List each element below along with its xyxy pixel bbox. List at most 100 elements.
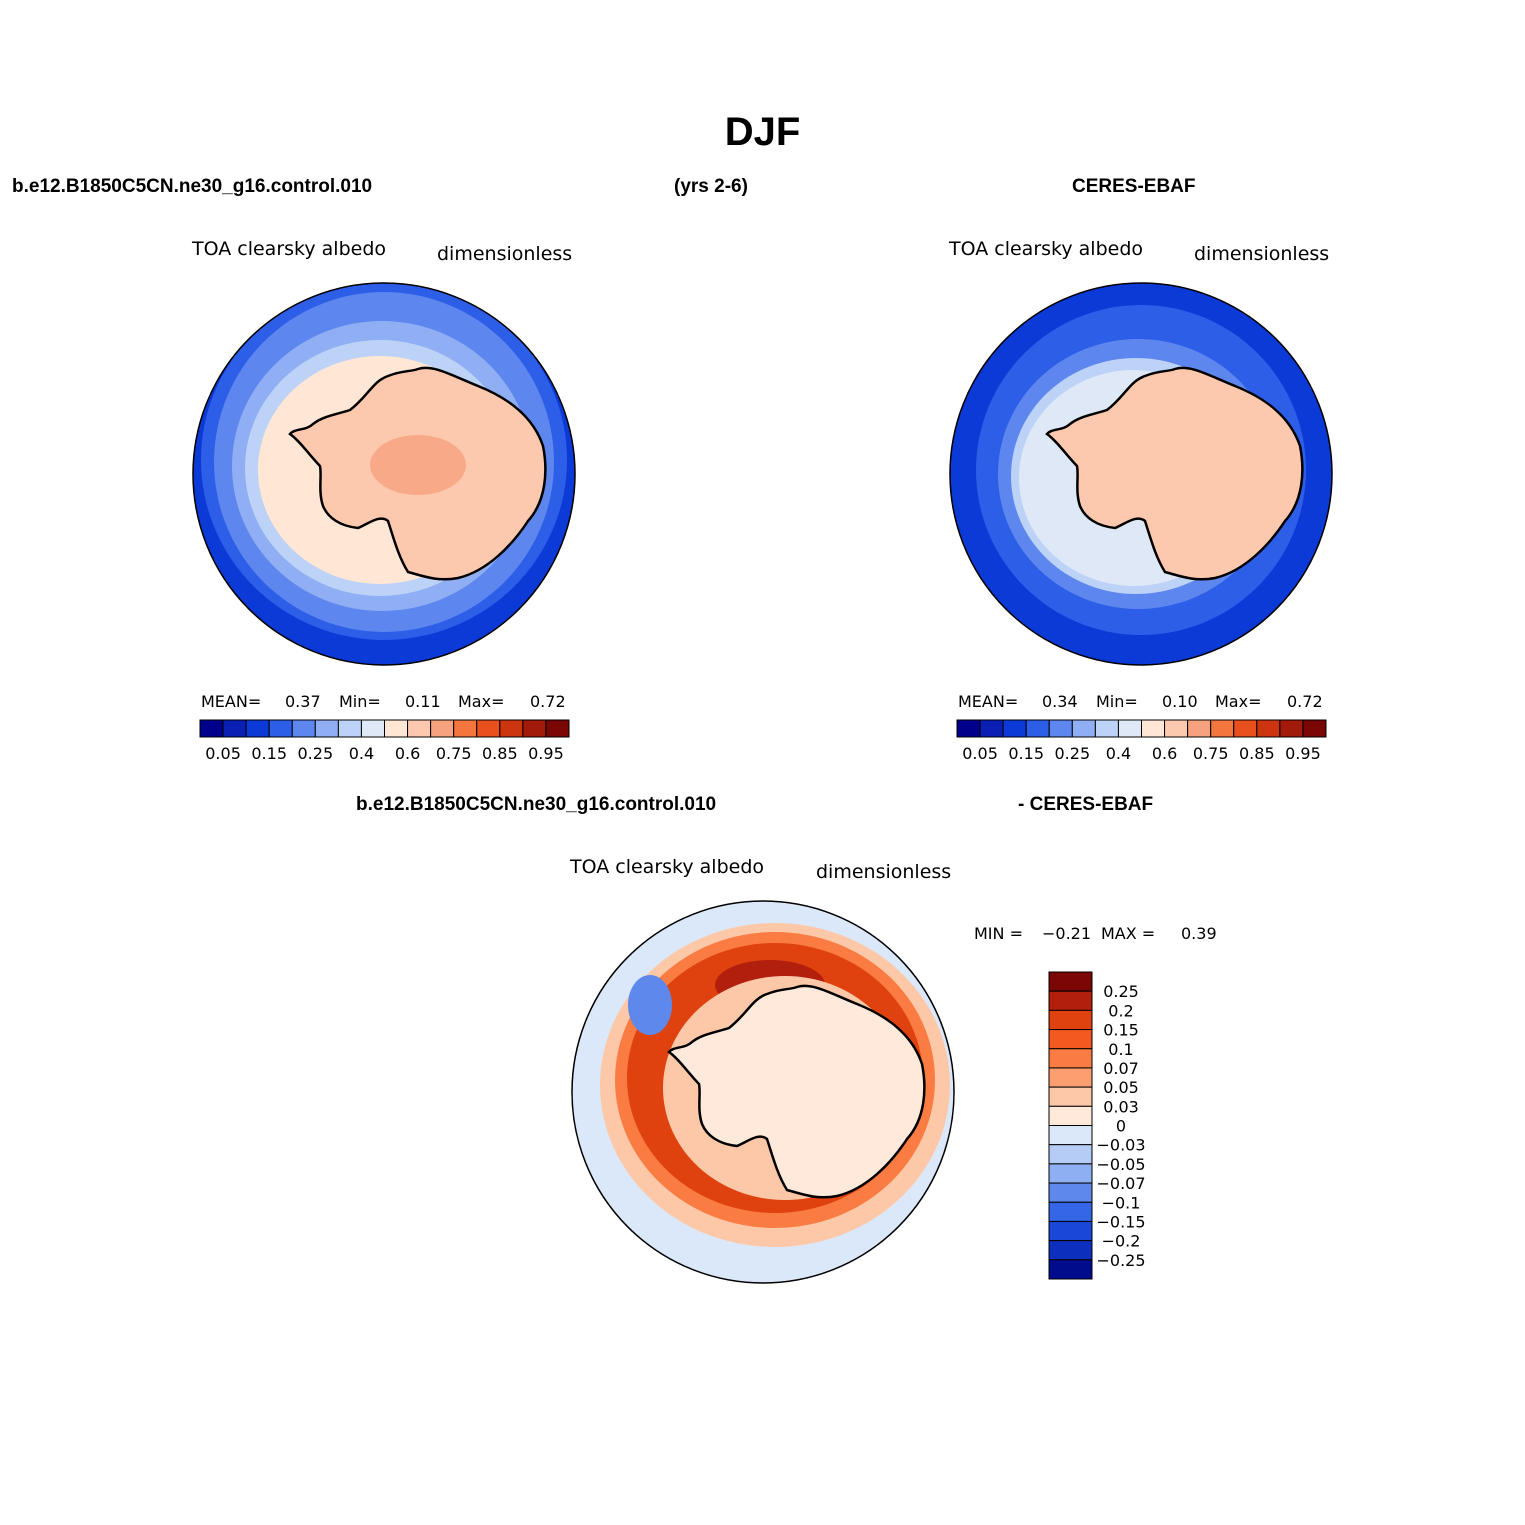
panel1-colorbar-swatch-8 [384,719,409,738]
panel2-colorbar-tick-label-7: 0.95 [1285,744,1321,763]
panel1-colorbar-swatch-4 [291,719,316,738]
panel1-colorbar-tick-label-4: 0.6 [395,744,420,763]
panel2-colorbar-swatch-15 [1302,719,1327,738]
panel2-colorbar: 0.05 0.15 0.25 0.4 0.6 0.75 0.85 0.95 [956,719,1327,763]
diff-max-label: MAX = [1101,924,1156,943]
panel2-colorbar-swatch-3 [1025,719,1050,738]
diff-min-label: MIN = [974,924,1023,943]
panel1-max-value: 0.72 [530,692,566,711]
diff-model-header: b.e12.B1850C5CN.ne30_g16.control.010 [356,794,717,815]
panel2-colorbar-swatch-12 [1233,719,1258,738]
panel3-units-label: dimensionless [816,861,952,883]
diff-colorbar-swatch-10 [1048,1163,1093,1184]
diff-colorbar-tick-label-0: 0.25 [1103,982,1139,1001]
panel1-colorbar-swatch-7 [360,719,385,738]
diff-colorbar-swatch-3 [1048,1029,1093,1050]
panel1-colorbar-tick-label-2: 0.25 [298,744,334,763]
panel2-mean-value: 0.34 [1042,692,1078,711]
panel2-colorbar-swatch-7 [1117,719,1142,738]
panel2-colorbar-tick-label-5: 0.75 [1193,744,1229,763]
panel2-colorbar-swatch-11 [1210,719,1235,738]
panel1-colorbar-tick-label-5: 0.75 [436,744,472,763]
panel2-colorbar-tick-label-4: 0.6 [1152,744,1177,763]
panel2-map [949,282,1333,666]
panel1-colorbar-swatch-11 [453,719,478,738]
panel2-colorbar-swatch-9 [1164,719,1189,738]
diff-colorbar-swatch-12 [1048,1201,1093,1222]
diff-max-value: 0.39 [1181,924,1217,943]
panel1-colorbar-swatch-0 [199,719,224,738]
panel1-colorbar-swatch-12 [476,719,501,738]
panel1-min-value: 0.11 [405,692,441,711]
panel2-colorbar-swatch-1 [979,719,1004,738]
panel1-units-label: dimensionless [437,243,573,265]
panel1-colorbar-swatch-2 [245,719,270,738]
panel2-colorbar-swatch-13 [1256,719,1281,738]
panel2-min-value: 0.10 [1162,692,1198,711]
diff-colorbar-swatch-6 [1048,1086,1093,1107]
panel2-mean-label: MEAN= [958,692,1019,711]
diff-colorbar-swatch-14 [1048,1240,1093,1261]
diff-colorbar-tick-label-4: 0.07 [1103,1059,1139,1078]
panel2-colorbar-swatch-5 [1071,719,1096,738]
panel2-colorbar-swatch-6 [1094,719,1119,738]
diff-min-value: −0.21 [1042,924,1092,943]
panel2-colorbar-tick-label-1: 0.15 [1008,744,1044,763]
diff-colorbar-swatch-7 [1048,1105,1093,1126]
panel2-colorbar-swatch-14 [1279,719,1304,738]
panel1-mean-label: MEAN= [201,692,262,711]
panel1-max-label: Max= [458,692,505,711]
panel1-colorbar-swatch-15 [545,719,570,738]
diff-colorbar-swatch-5 [1048,1067,1093,1088]
panel2-max-value: 0.72 [1287,692,1323,711]
diff-obs-header: - CERES-EBAF [1018,794,1154,815]
panel1-colorbar: 0.05 0.15 0.25 0.4 0.6 0.75 0.85 0.95 [199,719,570,763]
diff-colorbar-tick-label-9: −0.05 [1096,1155,1145,1174]
panel2-colorbar-swatch-4 [1048,719,1073,738]
panel1-colorbar-tick-label-1: 0.15 [251,744,287,763]
diff-colorbar-swatch-11 [1048,1182,1093,1203]
diff-colorbar-swatch-9 [1048,1144,1093,1165]
page-title: DJF [724,110,801,154]
diff-colorbar-tick-label-14: −0.25 [1096,1251,1145,1270]
years-header: (yrs 2-6) [674,176,748,197]
panel2-max-label: Max= [1215,692,1262,711]
panel1-colorbar-swatch-10 [430,719,455,738]
diff-colorbar-tick-label-7: 0 [1116,1117,1126,1136]
panel1-colorbar-tick-label-7: 0.95 [528,744,564,763]
diff-colorbar-swatch-2 [1048,1009,1093,1031]
panel1-colorbar-swatch-13 [499,719,524,738]
panel2-colorbar-tick-label-2: 0.25 [1055,744,1091,763]
panel1-min-label: Min= [339,692,381,711]
obs-header: CERES-EBAF [1072,176,1196,197]
panel1-variable-label: TOA clearsky albedo [192,238,386,260]
diff-colorbar-tick-label-11: −0.1 [1102,1193,1141,1212]
panel2-colorbar-swatch-10 [1187,719,1212,738]
panel1-colorbar-tick-label-0: 0.05 [205,744,241,763]
diff-colorbar-swatch-0 [1048,971,1093,992]
diff-colorbar-tick-label-10: −0.07 [1096,1174,1145,1193]
panel2-min-label: Min= [1096,692,1138,711]
diff-colorbar-swatch-1 [1048,990,1093,1011]
diff-colorbar-tick-label-8: −0.03 [1096,1136,1145,1155]
model-case-header: b.e12.B1850C5CN.ne30_g16.control.010 [12,176,373,197]
diff-colorbar-tick-label-3: 0.1 [1108,1040,1133,1059]
diff-colorbar: 0.250.20.150.10.070.050.030−0.03−0.05−0.… [1048,971,1146,1280]
panel2-colorbar-swatch-2 [1002,719,1027,738]
panel1-mean-value: 0.37 [285,692,321,711]
panel2-colorbar-tick-label-6: 0.85 [1239,744,1275,763]
diff-colorbar-tick-label-5: 0.05 [1103,1078,1139,1097]
panel1-colorbar-swatch-1 [222,719,247,738]
panel1-map [192,282,576,666]
diff-colorbar-tick-label-13: −0.2 [1102,1232,1141,1251]
panel1-colorbar-swatch-3 [268,719,293,738]
diff-colorbar-swatch-15 [1048,1259,1093,1280]
panel2-variable-label: TOA clearsky albedo [949,238,1143,260]
panel1-colorbar-swatch-5 [314,719,339,738]
diff-colorbar-tick-label-6: 0.03 [1103,1097,1139,1116]
panel2-colorbar-swatch-0 [956,719,981,738]
panel3-map [571,900,955,1284]
panel2-colorbar-tick-label-3: 0.4 [1106,744,1131,763]
panel1-colorbar-tick-label-3: 0.4 [349,744,374,763]
